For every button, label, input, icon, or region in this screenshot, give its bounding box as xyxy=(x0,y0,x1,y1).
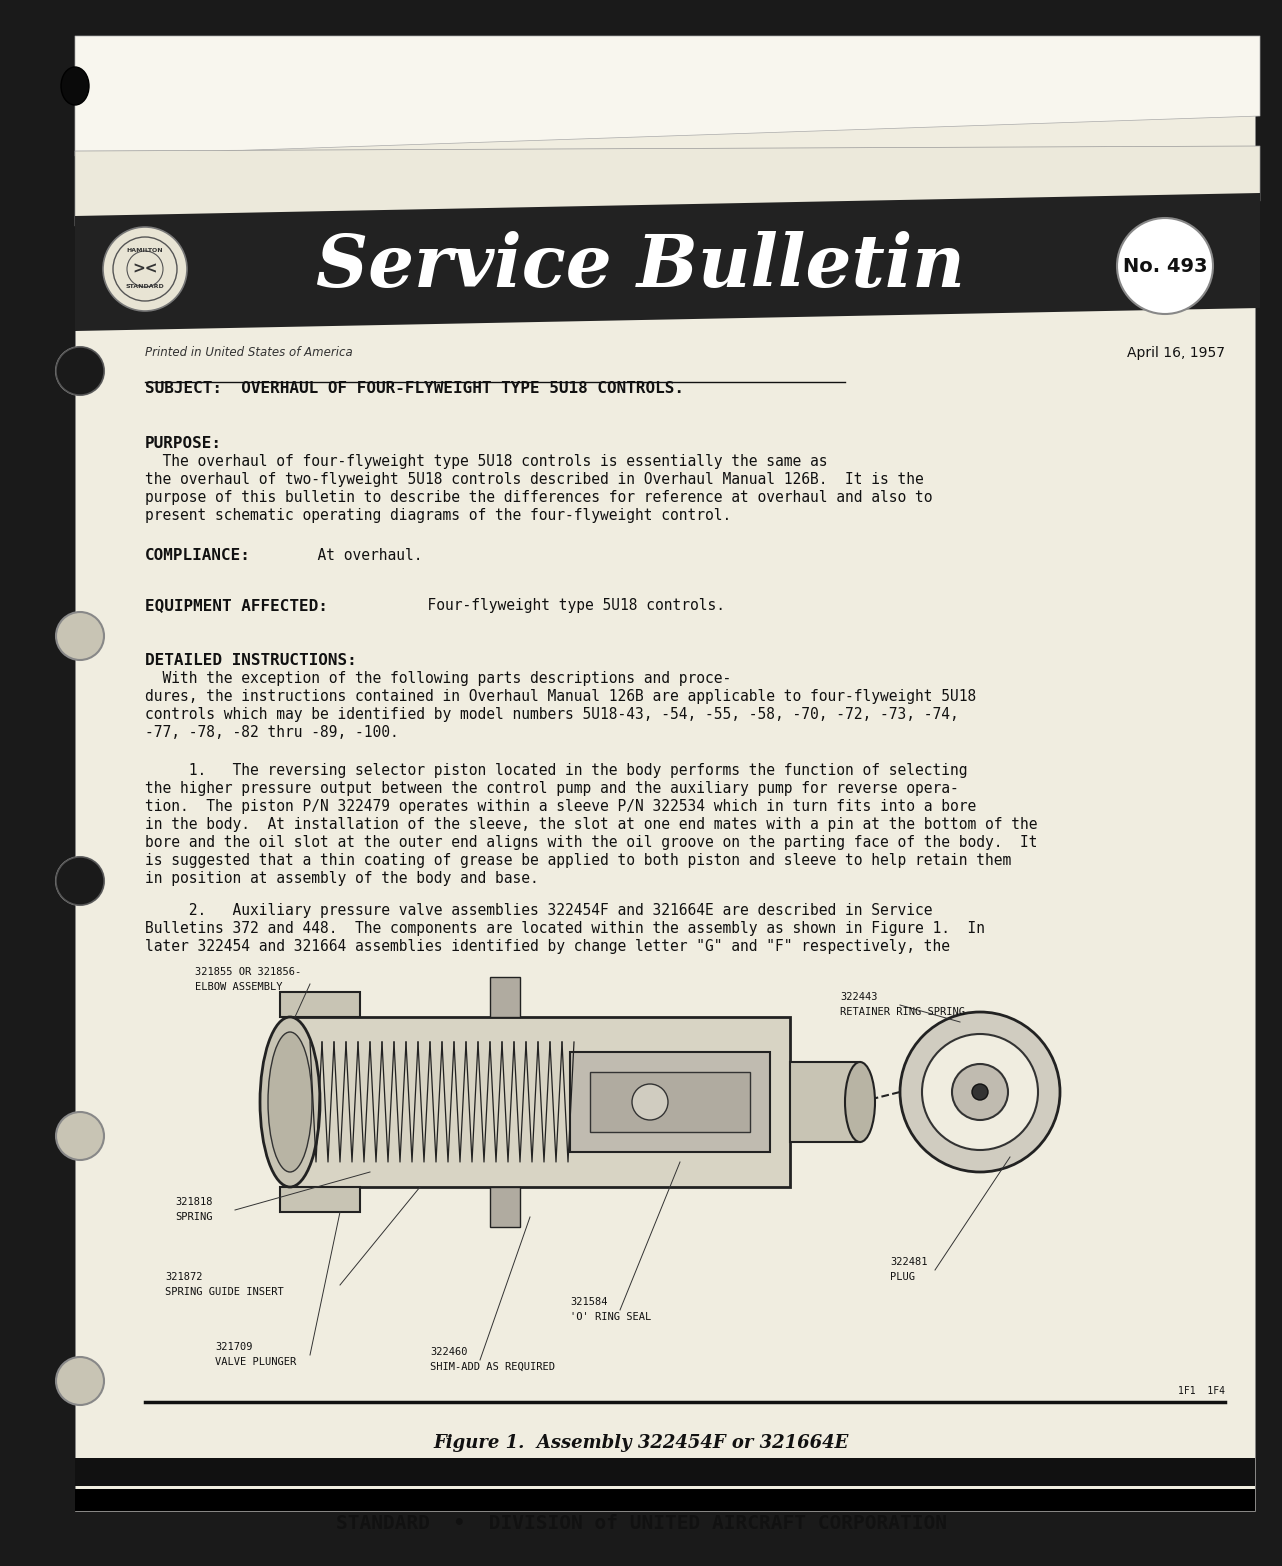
Text: RETAINER RING SPRING: RETAINER RING SPRING xyxy=(840,1007,965,1016)
Text: SPRING: SPRING xyxy=(176,1212,213,1221)
Text: PLUG: PLUG xyxy=(890,1272,915,1283)
Text: April 16, 1957: April 16, 1957 xyxy=(1127,346,1226,360)
Text: 321855 OR 321856-: 321855 OR 321856- xyxy=(195,966,301,977)
Polygon shape xyxy=(76,193,1260,330)
Text: 1F1  1F4: 1F1 1F4 xyxy=(1178,1386,1226,1395)
Text: At overhaul.: At overhaul. xyxy=(300,548,423,564)
Circle shape xyxy=(56,857,104,905)
Circle shape xyxy=(953,1063,1008,1120)
Bar xyxy=(279,991,360,1016)
Text: DETAILED INSTRUCTIONS:: DETAILED INSTRUCTIONS: xyxy=(145,653,356,669)
Text: SUBJECT:  OVERHAUL OF FOUR-FLYWEIGHT TYPE 5U18 CONTROLS.: SUBJECT: OVERHAUL OF FOUR-FLYWEIGHT TYPE… xyxy=(145,381,685,396)
Text: EQUIPMENT AFFECTED:: EQUIPMENT AFFECTED: xyxy=(145,598,328,612)
Polygon shape xyxy=(76,36,1255,1511)
Ellipse shape xyxy=(845,1062,876,1142)
Text: VALVE PLUNGER: VALVE PLUNGER xyxy=(215,1358,296,1367)
Ellipse shape xyxy=(62,67,88,105)
Text: the overhaul of two-flyweight 5U18 controls described in Overhaul Manual 126B.  : the overhaul of two-flyweight 5U18 contr… xyxy=(145,471,924,487)
Text: 1.   The reversing selector piston located in the body performs the function of : 1. The reversing selector piston located… xyxy=(145,763,968,778)
Text: 322443: 322443 xyxy=(840,991,877,1002)
Text: the higher pressure output between the control pump and the auxiliary pump for r: the higher pressure output between the c… xyxy=(145,781,959,796)
Circle shape xyxy=(103,227,187,312)
Text: Service Bulletin: Service Bulletin xyxy=(315,230,964,302)
Text: COMPLIANCE:: COMPLIANCE: xyxy=(145,548,251,564)
Circle shape xyxy=(632,1084,668,1120)
Polygon shape xyxy=(76,36,1260,157)
Bar xyxy=(590,1073,750,1132)
Circle shape xyxy=(972,1084,988,1099)
Bar xyxy=(490,977,520,1016)
Text: The overhaul of four-flyweight type 5U18 controls is essentially the same as: The overhaul of four-flyweight type 5U18… xyxy=(145,454,827,468)
Circle shape xyxy=(56,348,104,395)
Text: 322481: 322481 xyxy=(890,1257,927,1267)
Circle shape xyxy=(56,857,104,905)
Circle shape xyxy=(56,1358,104,1405)
Text: SPRING GUIDE INSERT: SPRING GUIDE INSERT xyxy=(165,1287,283,1297)
Text: ELBOW ASSEMBLY: ELBOW ASSEMBLY xyxy=(195,982,282,991)
Text: Bulletins 372 and 448.  The components are located within the assembly as shown : Bulletins 372 and 448. The components ar… xyxy=(145,921,985,936)
Bar xyxy=(76,1458,1255,1486)
Bar xyxy=(790,1062,860,1142)
Text: dures, the instructions contained in Overhaul Manual 126B are applicable to four: dures, the instructions contained in Ove… xyxy=(145,689,977,705)
Text: in position at assembly of the body and base.: in position at assembly of the body and … xyxy=(145,871,538,886)
Polygon shape xyxy=(76,146,1260,226)
Text: STANDARD  •  DIVISION of UNITED AIRCRAFT CORPORATION: STANDARD • DIVISION of UNITED AIRCRAFT C… xyxy=(336,1514,946,1533)
Text: tion.  The piston P/N 322479 operates within a sleeve P/N 322534 which in turn f: tion. The piston P/N 322479 operates wit… xyxy=(145,799,977,814)
Text: present schematic operating diagrams of the four-flyweight control.: present schematic operating diagrams of … xyxy=(145,507,731,523)
Text: bore and the oil slot at the outer end aligns with the oil groove on the parting: bore and the oil slot at the outer end a… xyxy=(145,835,1037,850)
Text: 321818: 321818 xyxy=(176,1196,213,1207)
Text: 321709: 321709 xyxy=(215,1342,253,1351)
Circle shape xyxy=(56,1112,104,1160)
Circle shape xyxy=(56,612,104,659)
Text: HAMILTON: HAMILTON xyxy=(127,249,163,254)
Text: STANDARD: STANDARD xyxy=(126,285,164,290)
Text: purpose of this bulletin to describe the differences for reference at overhaul a: purpose of this bulletin to describe the… xyxy=(145,490,932,504)
Circle shape xyxy=(900,1012,1060,1171)
Text: 322460: 322460 xyxy=(429,1347,468,1358)
Text: 321872: 321872 xyxy=(165,1272,203,1283)
Ellipse shape xyxy=(268,1032,312,1171)
Text: Printed in United States of America: Printed in United States of America xyxy=(145,346,353,359)
Circle shape xyxy=(922,1034,1038,1149)
Text: No. 493: No. 493 xyxy=(1123,257,1208,276)
Text: 'O' RING SEAL: 'O' RING SEAL xyxy=(570,1312,651,1322)
Bar xyxy=(290,1016,790,1187)
Text: PURPOSE:: PURPOSE: xyxy=(145,435,222,451)
Bar xyxy=(490,1187,520,1228)
Bar xyxy=(279,1187,360,1212)
Circle shape xyxy=(1117,218,1213,315)
Text: Figure 1.  Assembly 322454F or 321664E: Figure 1. Assembly 322454F or 321664E xyxy=(433,1434,849,1452)
Bar xyxy=(76,1489,1255,1511)
Text: Four-flyweight type 5U18 controls.: Four-flyweight type 5U18 controls. xyxy=(410,598,726,612)
Text: SHIM-ADD AS REQUIRED: SHIM-ADD AS REQUIRED xyxy=(429,1362,555,1372)
Text: ><: >< xyxy=(132,262,158,277)
Bar xyxy=(570,1052,770,1153)
Text: -77, -78, -82 thru -89, -100.: -77, -78, -82 thru -89, -100. xyxy=(145,725,399,741)
Text: 321584: 321584 xyxy=(570,1297,608,1308)
Text: 2.   Auxiliary pressure valve assemblies 322454F and 321664E are described in Se: 2. Auxiliary pressure valve assemblies 3… xyxy=(145,904,932,918)
Circle shape xyxy=(56,348,104,395)
Text: later 322454 and 321664 assemblies identified by change letter "G" and "F" respe: later 322454 and 321664 assemblies ident… xyxy=(145,940,950,954)
Text: is suggested that a thin coating of grease be applied to both piston and sleeve : is suggested that a thin coating of grea… xyxy=(145,853,1011,868)
Text: in the body.  At installation of the sleeve, the slot at one end mates with a pi: in the body. At installation of the slee… xyxy=(145,817,1037,832)
Ellipse shape xyxy=(260,1016,320,1187)
Text: controls which may be identified by model numbers 5U18-43, -54, -55, -58, -70, -: controls which may be identified by mode… xyxy=(145,706,959,722)
Text: With the exception of the following parts descriptions and proce-: With the exception of the following part… xyxy=(145,670,731,686)
